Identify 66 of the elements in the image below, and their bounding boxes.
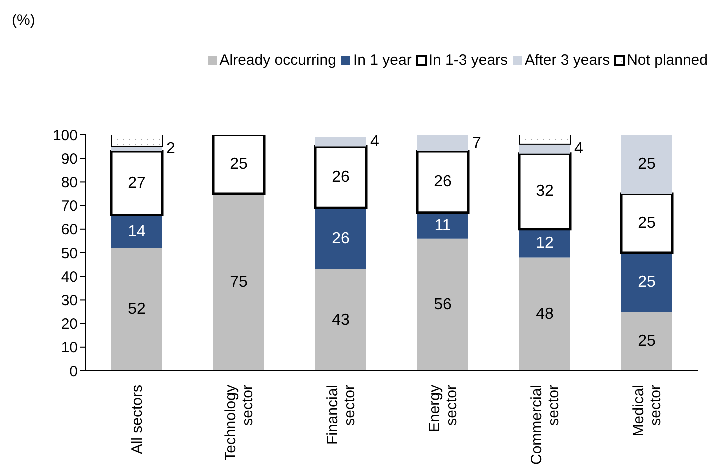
bar [620,192,674,254]
x-tick-label: Energy sector [426,384,460,433]
data-label: 4 [370,134,380,151]
bar [622,135,672,194]
bar [110,150,164,216]
y-tick-label: 60 [61,222,78,239]
data-label: 48 [536,306,554,323]
data-label: 25 [638,156,656,173]
legend-label: After 3 years [525,52,610,69]
bar [316,270,366,371]
data-label: 26 [332,168,350,186]
bar [418,212,468,239]
bar [314,146,368,210]
bar [518,152,572,231]
data-label: 14 [128,223,146,240]
bar [316,137,366,147]
bar [416,150,470,214]
y-tick-label: 10 [61,340,78,357]
x-tick-label: Financial sector [324,385,358,446]
data-label: 56 [434,296,452,314]
bar [316,208,366,270]
legend-label: Not planned [627,52,708,69]
y-tick-label: 70 [61,198,78,216]
y-tick-label: 20 [61,316,78,334]
data-label: 32 [536,183,554,200]
x-tick-label: Medical sector [630,385,664,437]
bar [112,248,162,371]
data-label: 43 [332,312,350,329]
bar [622,253,672,312]
data-label: 52 [128,301,146,318]
legend-label: In 1 year [353,52,412,69]
data-label: 12 [536,235,554,252]
data-label: 27 [128,174,146,192]
data-label: 25 [638,215,656,232]
bar [112,215,162,248]
data-label: 2 [166,140,176,158]
data-label: 11 [434,217,452,234]
data-label: 25 [638,333,656,350]
y-tick-label: 50 [61,245,78,262]
bar [212,135,266,196]
data-label: 25 [230,156,248,173]
y-tick-label: 80 [61,174,78,192]
data-label: 7 [472,134,482,152]
legend-label: Already occurring [220,52,336,69]
x-tick-label: All sectors [129,385,146,454]
y-tick-label: 90 [61,150,78,168]
y-tick-label: 0 [70,363,78,380]
data-label: 26 [332,230,350,248]
y-tick-label: 40 [61,268,78,286]
bar [214,194,264,371]
bar [520,258,570,371]
bar [520,144,570,154]
bar [622,312,672,371]
bar [418,135,468,152]
bar [418,238,468,371]
y-tick-label: 30 [61,292,78,310]
data-label: 25 [638,274,656,291]
x-tick-label: Commercial sector [528,385,562,466]
x-tick-label: Technology sector [222,384,256,461]
y-tick-label: 100 [52,127,78,144]
text: (%) [12,12,36,29]
legend-label: In 1-3 years [428,52,508,69]
bar [520,229,570,258]
data-label: 4 [574,140,584,158]
data-label: 26 [434,174,452,191]
data-label: 75 [230,274,248,291]
